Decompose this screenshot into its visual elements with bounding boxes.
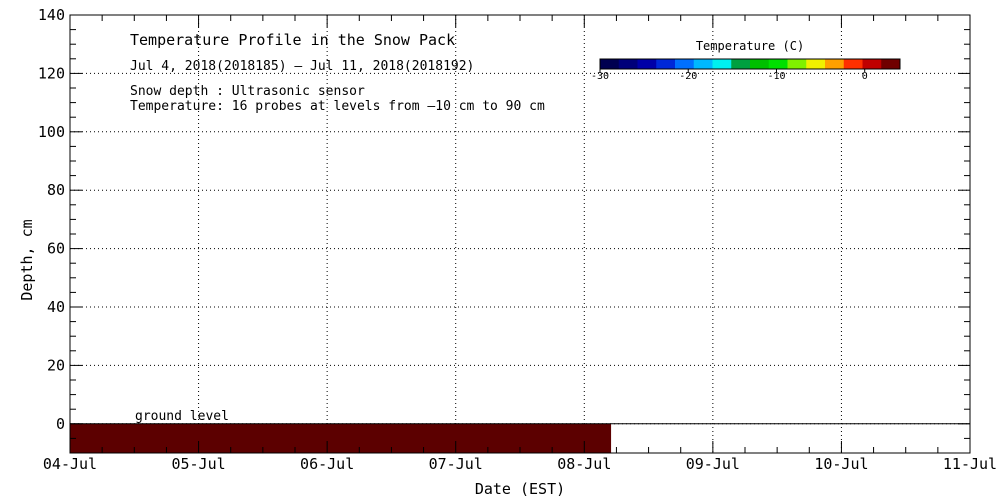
temperature-band-layer [70, 423, 970, 453]
y-tick-label: 60 [47, 240, 65, 258]
colorbar-segment [656, 59, 676, 69]
colorbar-segment [787, 59, 807, 69]
temperature-band [70, 423, 612, 453]
x-tick-labels: 04-Jul 05-Jul 06-Jul 07-Jul 08-Jul 09-Jul 10-J… [43, 455, 997, 473]
colorbar-frame [599, 58, 901, 70]
colorbar-segment [843, 59, 863, 69]
colorbar-segment [675, 59, 695, 69]
colorbar-segment [750, 59, 770, 69]
colorbar-segment [825, 59, 845, 69]
x-tick-label: 09-Jul [686, 455, 740, 473]
note-temperature-probes: Temperature: 16 probes at levels from —1… [130, 99, 545, 114]
temperature-colorbar: -30 -20 -10 0 [591, 58, 901, 82]
note-snow-depth: Snow depth : Ultrasonic sensor [130, 84, 365, 99]
x-tick-label: 06-Jul [300, 455, 354, 473]
colorbar-tick-label: -10 [767, 71, 785, 82]
colorbar-tick-label: -30 [591, 71, 609, 82]
y-tick-label: 140 [38, 6, 65, 24]
colorbar-segment [806, 59, 826, 69]
y-tick-label: 80 [47, 181, 65, 199]
x-tick-label: 10-Jul [814, 455, 868, 473]
y-tick-label: 120 [38, 64, 65, 82]
colorbar-tick-label: -20 [679, 71, 697, 82]
x-axis-label: Date (EST) [475, 480, 565, 498]
x-tick-label: 04-Jul [43, 455, 97, 473]
y-tick-label: 100 [38, 123, 65, 141]
colorbar-segment [600, 59, 620, 69]
y-tick-label: 20 [47, 356, 65, 374]
y-tick-label: 0 [56, 415, 65, 433]
colorbar-segment [693, 59, 713, 69]
colorbar-segment [768, 59, 788, 69]
x-tick-label: 08-Jul [557, 455, 611, 473]
axis-ticks [69, 14, 971, 454]
grid-lines [70, 15, 970, 453]
colorbar-segment [881, 59, 901, 69]
x-tick-label: 11-Jul [943, 455, 997, 473]
y-tick-label: 40 [47, 298, 65, 316]
y-axis-label: Depth, cm [18, 219, 36, 300]
date-range: Jul 4, 2018(2018185) — Jul 11, 2018(2018… [130, 59, 474, 74]
colorbar-segment [712, 59, 732, 69]
colorbar-tick-label: 0 [862, 71, 868, 82]
colorbar-segment [618, 59, 638, 69]
colorbar-title: Temperature (C) [696, 39, 804, 53]
x-tick-label: 07-Jul [429, 455, 483, 473]
colorbar-segment [731, 59, 751, 69]
colorbar-segment [862, 59, 882, 69]
chart-title: Temperature Profile in the Snow Pack [130, 31, 455, 49]
ground-level-label: ground level [135, 409, 229, 424]
colorbar-segment [637, 59, 657, 69]
plot-frame [69, 14, 971, 454]
x-tick-label: 05-Jul [171, 455, 225, 473]
y-tick-labels: 0 20 40 60 80 100 120 140 [38, 6, 65, 433]
